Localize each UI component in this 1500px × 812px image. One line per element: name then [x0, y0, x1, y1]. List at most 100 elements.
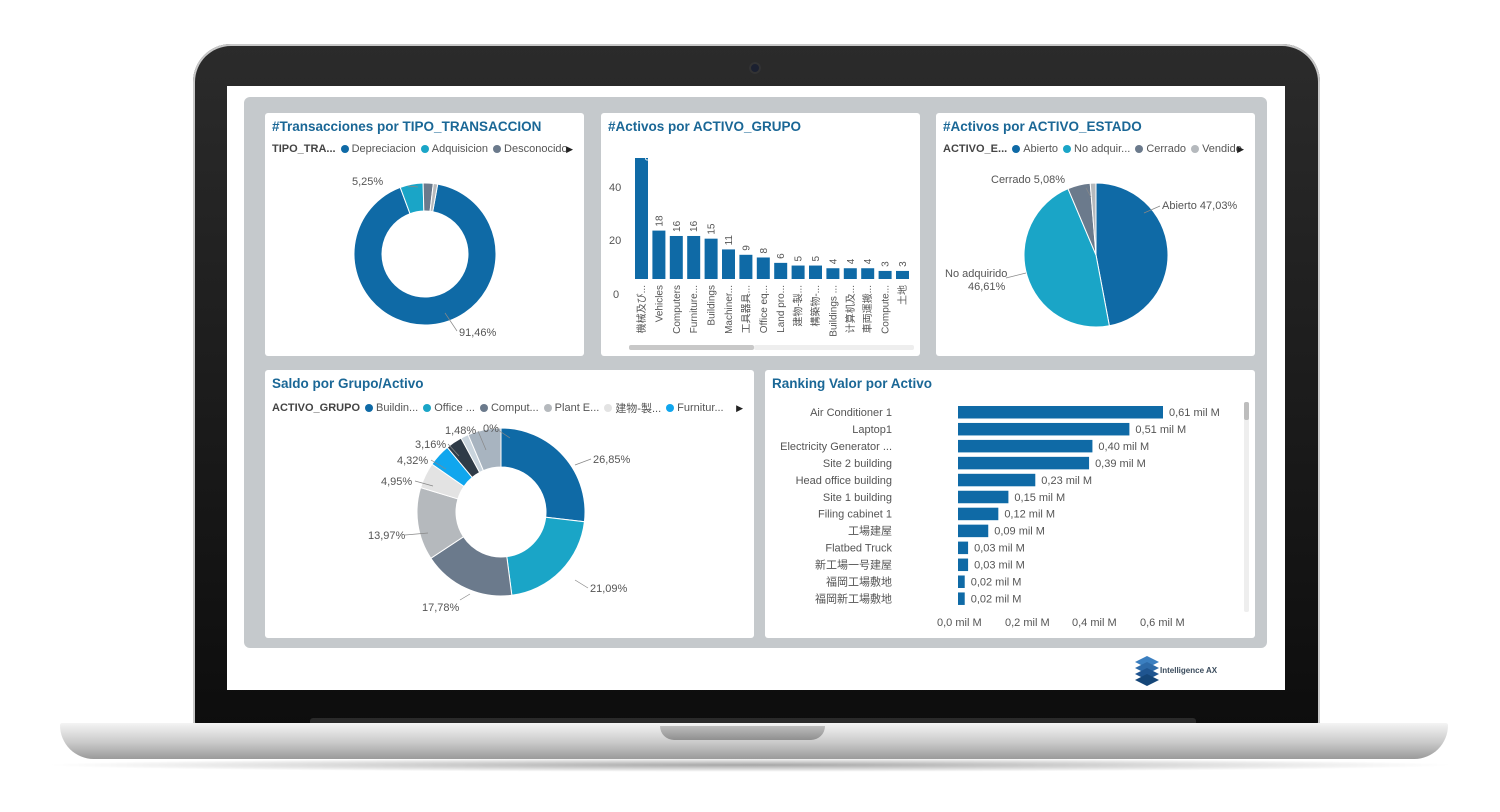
- card-saldo-grupo[interactable]: Saldo por Grupo/Activo ACTIVO_GRUPO Buil…: [265, 370, 754, 638]
- card-activos-estado[interactable]: #Activos por ACTIVO_ESTADO ACTIVO_E... A…: [936, 113, 1255, 356]
- legend-item[interactable]: Abierto: [1012, 143, 1058, 155]
- bar[interactable]: [958, 473, 1036, 487]
- data-label: Cerrado 5,08%: [991, 174, 1065, 186]
- bar[interactable]: [826, 268, 840, 279]
- card-transacciones[interactable]: #Transacciones por TIPO_TRANSACCION TIPO…: [265, 113, 584, 356]
- legend-item[interactable]: Plant E...: [543, 402, 599, 414]
- card-activos-grupo[interactable]: #Activos por ACTIVO_GRUPO 40 20 0 45 機械及び…: [601, 113, 920, 356]
- y-tick: 福岡新工場敷地: [815, 591, 892, 605]
- bar[interactable]: [669, 235, 683, 279]
- legend-title: ACTIVO_GRUPO: [272, 402, 361, 414]
- x-tick: 車両運搬...: [861, 285, 874, 333]
- data-label: 1,48%: [445, 425, 476, 437]
- slice-10[interactable]: [467, 427, 502, 472]
- data-label: 21,09%: [590, 583, 628, 595]
- data-label: 0,12 mil M: [1004, 509, 1055, 521]
- bar[interactable]: [756, 257, 770, 279]
- bar[interactable]: [843, 268, 857, 279]
- bar[interactable]: [958, 439, 1093, 453]
- card-title: #Transacciones por TIPO_TRANSACCION: [272, 119, 542, 134]
- bar[interactable]: [958, 558, 969, 572]
- y-tick: Head office building: [796, 475, 892, 487]
- data-label: 5: [811, 256, 822, 262]
- bar[interactable]: [861, 268, 875, 279]
- slice-2[interactable]: [1023, 188, 1110, 328]
- slice-4[interactable]: [429, 182, 439, 213]
- legend-item[interactable]: Comput...: [479, 402, 539, 414]
- scrollbar[interactable]: [1244, 402, 1249, 420]
- card-title: Saldo por Grupo/Activo: [272, 376, 424, 391]
- data-label: 16: [672, 220, 683, 232]
- data-label: 0,39 mil M: [1095, 458, 1146, 470]
- bar[interactable]: [958, 406, 1163, 419]
- scrollbar[interactable]: [629, 345, 754, 350]
- legend-item[interactable]: Buildin...: [365, 402, 418, 414]
- bar[interactable]: [809, 265, 822, 279]
- legend-item[interactable]: Furnitur...: [666, 402, 724, 414]
- bar[interactable]: [687, 235, 701, 279]
- data-label: 26,85%: [593, 454, 631, 466]
- x-tick: 0,6 mil M: [1140, 617, 1185, 629]
- x-tick: 機械及び...: [635, 285, 648, 333]
- legend-item[interactable]: 建物-製...: [604, 400, 661, 416]
- bar[interactable]: [958, 575, 965, 589]
- data-label: 0,03 mil M: [974, 560, 1025, 572]
- legend-next-icon[interactable]: ▶: [566, 143, 573, 154]
- y-tick: 新工場一号建屋: [815, 558, 892, 572]
- legend-item[interactable]: Vendido: [1191, 143, 1242, 155]
- data-label: 5: [794, 256, 805, 262]
- y-tick: Filing cabinet 1: [818, 509, 892, 521]
- laptop-screen: #Transacciones por TIPO_TRANSACCION TIPO…: [227, 86, 1285, 690]
- bar[interactable]: [652, 230, 666, 279]
- bar[interactable]: [739, 254, 753, 279]
- y-tick: Site 2 building: [823, 458, 892, 470]
- data-label: 91,46%: [459, 327, 497, 339]
- x-tick: Buildings: [707, 285, 718, 326]
- x-tick: Office eq...: [759, 285, 770, 333]
- slice-1[interactable]: [500, 427, 586, 523]
- legend-item[interactable]: Office ...: [423, 402, 475, 414]
- bar[interactable]: [791, 265, 805, 279]
- scrollbar-track: [754, 345, 914, 350]
- legend-item[interactable]: Adquisicion: [420, 143, 488, 155]
- x-tick: 计算机及...: [844, 285, 857, 333]
- logo-text: Intelligence AX: [1160, 666, 1218, 675]
- card-ranking-valor[interactable]: Ranking Valor por Activo Air Conditioner…: [765, 370, 1255, 638]
- bar[interactable]: [958, 490, 1009, 504]
- legend-item[interactable]: Depreciacion: [340, 143, 416, 155]
- legend-item[interactable]: No adquir...: [1063, 143, 1130, 155]
- data-label: 4,95%: [381, 476, 412, 488]
- bar[interactable]: [958, 592, 965, 605]
- bar[interactable]: [722, 249, 735, 279]
- laptop-shadow: [40, 758, 1460, 772]
- data-label: 0,15 mil M: [1014, 492, 1065, 504]
- legend-item[interactable]: Cerrado: [1135, 143, 1186, 155]
- slice-1[interactable]: [1095, 182, 1169, 327]
- data-label: 0,02 mil M: [971, 577, 1022, 589]
- camera: [749, 62, 761, 74]
- bar[interactable]: [704, 238, 718, 279]
- card-title: #Activos por ACTIVO_GRUPO: [608, 119, 802, 134]
- slice-2[interactable]: [506, 516, 585, 596]
- bar[interactable]: [878, 270, 892, 279]
- legend-next-icon[interactable]: ▶: [1237, 143, 1244, 154]
- bar[interactable]: [958, 422, 1130, 436]
- y-tick: 40: [609, 182, 621, 194]
- x-tick: Furniture...: [689, 285, 700, 333]
- data-label: 18: [654, 215, 665, 227]
- bar[interactable]: [958, 524, 989, 538]
- bar[interactable]: [635, 158, 648, 279]
- slice-4[interactable]: [1089, 182, 1097, 256]
- data-label: 9: [741, 245, 752, 251]
- legend-item[interactable]: Desconocido: [493, 143, 568, 155]
- data-label: 0,51 mil M: [1135, 424, 1186, 436]
- bar[interactable]: [958, 507, 999, 521]
- data-label: 0,40 mil M: [1098, 441, 1149, 453]
- bar[interactable]: [774, 262, 788, 279]
- bar[interactable]: [896, 270, 909, 279]
- bar[interactable]: [958, 541, 969, 555]
- horizontal-bar-chart: Air Conditioner 1 0,61 mil M Laptop1 0,51 m…: [780, 402, 1249, 629]
- legend-next-icon[interactable]: ▶: [736, 402, 743, 413]
- bar[interactable]: [958, 456, 1090, 470]
- slice-1[interactable]: [353, 183, 497, 326]
